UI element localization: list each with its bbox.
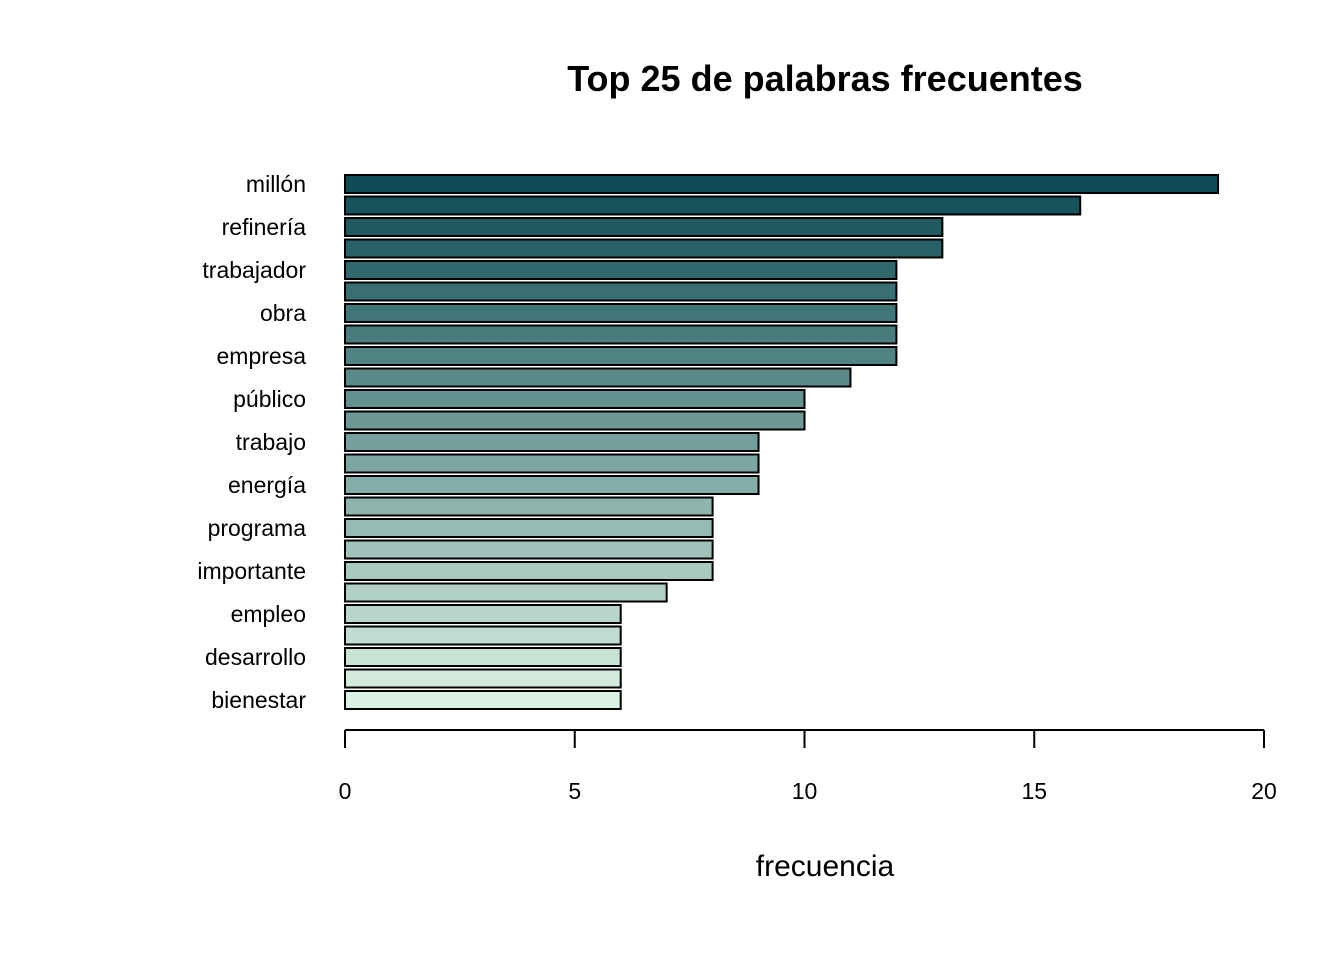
chart-title: Top 25 de palabras frecuentes bbox=[567, 58, 1083, 99]
bar bbox=[344, 647, 622, 667]
bar bbox=[344, 604, 622, 624]
bars-group bbox=[344, 174, 1220, 710]
x-tick-label: 20 bbox=[1251, 778, 1277, 804]
category-label: trabajo bbox=[236, 429, 306, 455]
bar bbox=[344, 217, 944, 237]
bar bbox=[344, 410, 806, 431]
x-axis-title: frecuencia bbox=[756, 850, 895, 883]
bar bbox=[344, 496, 714, 517]
bar bbox=[344, 475, 760, 495]
bar bbox=[344, 174, 1220, 194]
category-label: programa bbox=[208, 515, 307, 541]
bar bbox=[344, 453, 760, 474]
bar bbox=[344, 346, 898, 366]
category-label: obra bbox=[260, 300, 306, 326]
bar bbox=[344, 539, 714, 560]
category-label: importante bbox=[197, 558, 306, 584]
x-tick-label: 15 bbox=[1021, 778, 1047, 804]
bar bbox=[344, 281, 898, 302]
x-axis: 0 5 10 15 20 bbox=[339, 729, 1277, 804]
category-label: refinería bbox=[222, 214, 307, 240]
category-label: empresa bbox=[217, 343, 307, 369]
x-tick-label: 5 bbox=[568, 778, 581, 804]
bar bbox=[344, 582, 668, 603]
bar bbox=[344, 625, 622, 646]
bar bbox=[344, 668, 622, 689]
x-tick-label: 0 bbox=[339, 778, 352, 804]
bar bbox=[344, 518, 714, 538]
category-label: desarrollo bbox=[205, 644, 306, 670]
category-label: bienestar bbox=[211, 687, 306, 713]
category-label: trabajador bbox=[202, 257, 306, 283]
bar bbox=[344, 432, 760, 452]
bar bbox=[344, 367, 852, 388]
bar bbox=[344, 238, 944, 259]
bar bbox=[344, 389, 806, 409]
bar bbox=[344, 690, 622, 710]
category-label: energía bbox=[228, 472, 306, 498]
category-label: público bbox=[233, 386, 306, 412]
category-label: millón bbox=[246, 171, 306, 197]
category-label: empleo bbox=[231, 601, 306, 627]
category-labels: millón refinería trabajador obra empresa públ… bbox=[197, 171, 306, 713]
bar bbox=[344, 561, 714, 581]
bar bbox=[344, 324, 898, 345]
bar bbox=[344, 195, 1082, 216]
x-tick-label: 10 bbox=[792, 778, 818, 804]
bar bbox=[344, 260, 898, 280]
bar bbox=[344, 303, 898, 323]
